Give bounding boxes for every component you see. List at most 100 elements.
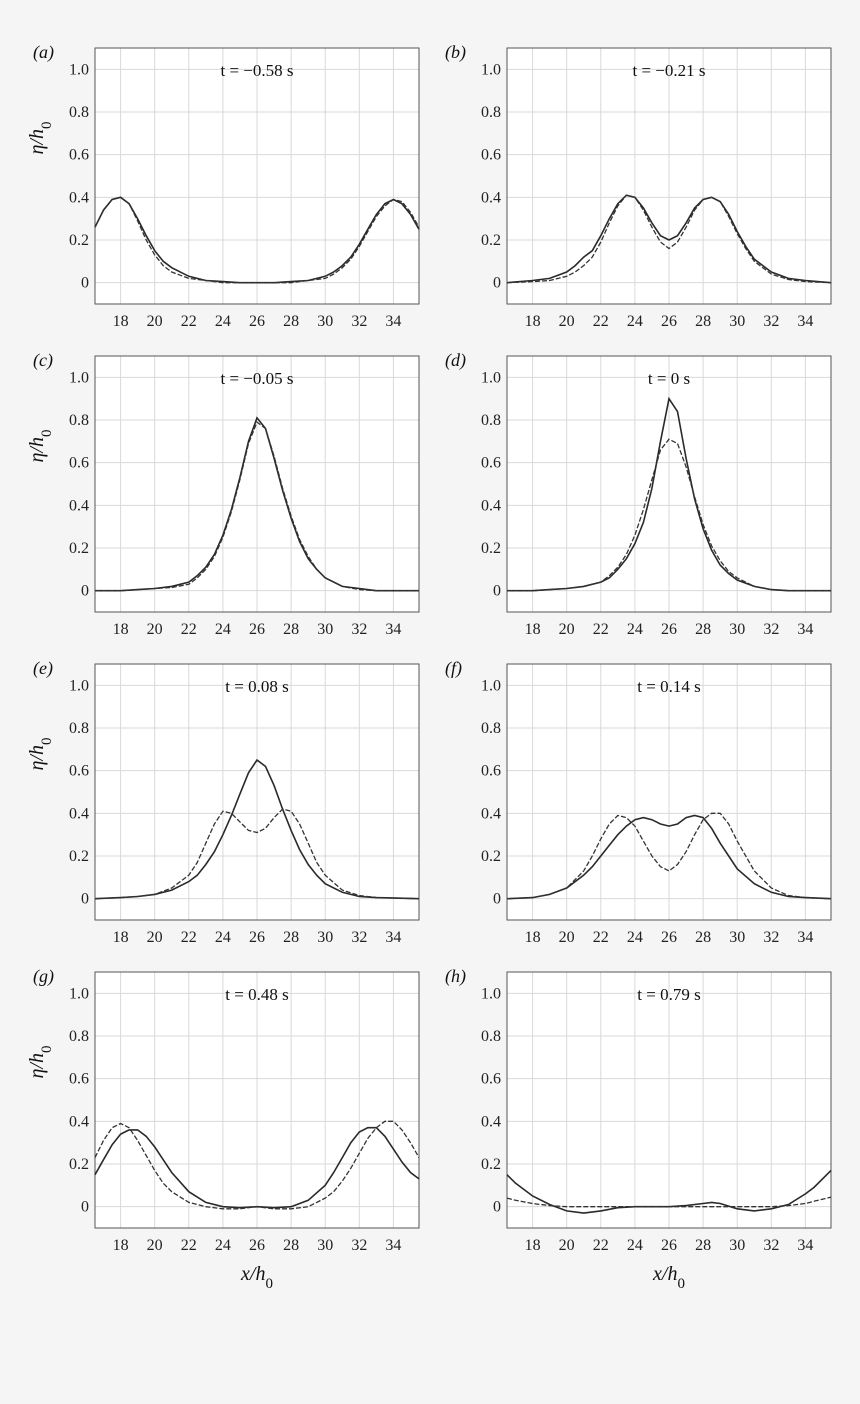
series-line-dashed	[94, 196, 420, 284]
panel-label: (a)	[33, 42, 54, 63]
x-tick-label: 18	[113, 313, 129, 330]
panel-label: (e)	[33, 658, 53, 679]
x-tick-label: 28	[695, 313, 711, 330]
x-tick-label: 22	[181, 1237, 197, 1254]
x-tick-label: 20	[147, 929, 163, 946]
x-tick-label: 34	[385, 621, 401, 638]
series-line-solid	[94, 196, 420, 284]
x-tick-label: 24	[215, 621, 231, 638]
x-tick-label: 28	[695, 621, 711, 638]
x-tick-label: 32	[351, 621, 367, 638]
x-tick-label: 22	[181, 929, 197, 946]
x-tick-label: 26	[249, 929, 265, 946]
x-tick-label: 18	[113, 1237, 129, 1254]
y-tick-label: 0	[493, 891, 501, 908]
x-tick-label: 22	[593, 929, 609, 946]
series-line-solid	[506, 814, 832, 900]
y-tick-label: 1.0	[69, 61, 89, 78]
x-tick-label: 20	[559, 313, 575, 330]
x-tick-label: 22	[593, 1237, 609, 1254]
panel-label: (d)	[445, 350, 466, 371]
x-tick-label: 28	[283, 1237, 299, 1254]
panel-f: 18 20 22 24 26 28 30 32 34 0 0.2 0.4 0.6 0.8 1.0 (f) t =…	[445, 658, 832, 946]
x-tick-label: 28	[695, 929, 711, 946]
x-tick-label: 26	[249, 313, 265, 330]
panel-e: 18 20 22 24 26 28 30 32 34 0 0.2 0.4 0.6 0.8 1.0 (e) t =…	[26, 658, 420, 946]
x-tick-label: 24	[215, 1237, 231, 1254]
x-tick-label: 20	[559, 1237, 575, 1254]
panel-label: (h)	[445, 966, 466, 987]
panel-title: t = 0.48 s	[225, 985, 288, 1004]
y-tick-label: 0.8	[69, 720, 89, 737]
x-tick-label: 26	[661, 313, 677, 330]
x-tick-label: 28	[283, 621, 299, 638]
x-tick-label: 20	[559, 621, 575, 638]
y-tick-label: 1.0	[69, 369, 89, 386]
series-line-dashed	[94, 1120, 420, 1210]
x-tick-label: 34	[385, 313, 401, 330]
y-tick-label: 1.0	[69, 677, 89, 694]
x-tick-label: 30	[317, 621, 333, 638]
x-tick-label: 26	[661, 1237, 677, 1254]
panel-b: 18 20 22 24 26 28 30 32 34 0 0.2 0.4 0.6 0.8 1.0 (b) t =…	[445, 42, 832, 330]
y-tick-label: 0.4	[481, 1113, 501, 1130]
series-line-dashed	[94, 808, 420, 900]
panel-label: (g)	[33, 966, 54, 987]
y-tick-label: 0.8	[69, 1028, 89, 1045]
panel-title: t = 0.08 s	[225, 677, 288, 696]
y-axis-label: η/h0	[26, 738, 55, 771]
x-tick-label: 32	[763, 1237, 779, 1254]
y-tick-label: 0.4	[69, 189, 89, 206]
y-tick-label: 0.2	[69, 540, 89, 557]
x-tick-label: 22	[181, 313, 197, 330]
x-tick-label: 20	[559, 929, 575, 946]
panel-label: (f)	[445, 658, 462, 679]
y-tick-label: 0.6	[481, 763, 501, 780]
series-line-solid	[506, 194, 832, 284]
x-tick-label: 18	[113, 929, 129, 946]
y-tick-label: 0.2	[69, 848, 89, 865]
x-tick-label: 30	[729, 313, 745, 330]
x-tick-label: 32	[351, 929, 367, 946]
x-tick-label: 24	[627, 621, 643, 638]
y-tick-label: 0.4	[481, 497, 501, 514]
panel-title: t = −0.58 s	[220, 61, 293, 80]
x-tick-label: 30	[317, 929, 333, 946]
x-tick-label: 34	[797, 313, 813, 330]
y-tick-label: 0	[493, 583, 501, 600]
y-tick-label: 0.2	[69, 232, 89, 249]
axis-frame	[506, 47, 832, 305]
y-tick-label: 0.4	[481, 189, 501, 206]
y-tick-label: 0.2	[481, 1156, 501, 1173]
x-tick-label: 30	[317, 313, 333, 330]
y-tick-label: 0	[493, 1199, 501, 1216]
x-tick-label: 22	[593, 313, 609, 330]
x-tick-label: 32	[763, 621, 779, 638]
x-tick-label: 24	[627, 929, 643, 946]
series-line-dashed	[507, 438, 831, 592]
axis-frame	[94, 971, 420, 1229]
panel-title: t = −0.21 s	[632, 61, 705, 80]
x-tick-label: 20	[147, 621, 163, 638]
x-tick-label: 34	[385, 1237, 401, 1254]
x-tick-label: 22	[181, 621, 197, 638]
panel-title: t = 0.14 s	[637, 677, 700, 696]
y-tick-label: 0.2	[481, 232, 501, 249]
y-tick-label: 0.6	[69, 763, 89, 780]
axis-frame	[506, 663, 832, 921]
y-axis-label: η/h0	[26, 1046, 55, 1079]
series-line-dashed	[95, 421, 419, 592]
x-tick-label: 30	[729, 929, 745, 946]
x-axis-label: x/h0	[240, 1263, 273, 1292]
x-tick-label: 32	[351, 1237, 367, 1254]
y-tick-label: 0	[493, 275, 501, 292]
x-tick-label: 34	[385, 929, 401, 946]
y-tick-label: 0.6	[69, 455, 89, 472]
x-tick-label: 24	[215, 313, 231, 330]
x-tick-label: 30	[317, 1237, 333, 1254]
series-line-dashed	[506, 812, 832, 900]
y-tick-label: 0.8	[69, 412, 89, 429]
y-tick-label: 1.0	[481, 369, 501, 386]
y-tick-label: 0.8	[481, 720, 501, 737]
